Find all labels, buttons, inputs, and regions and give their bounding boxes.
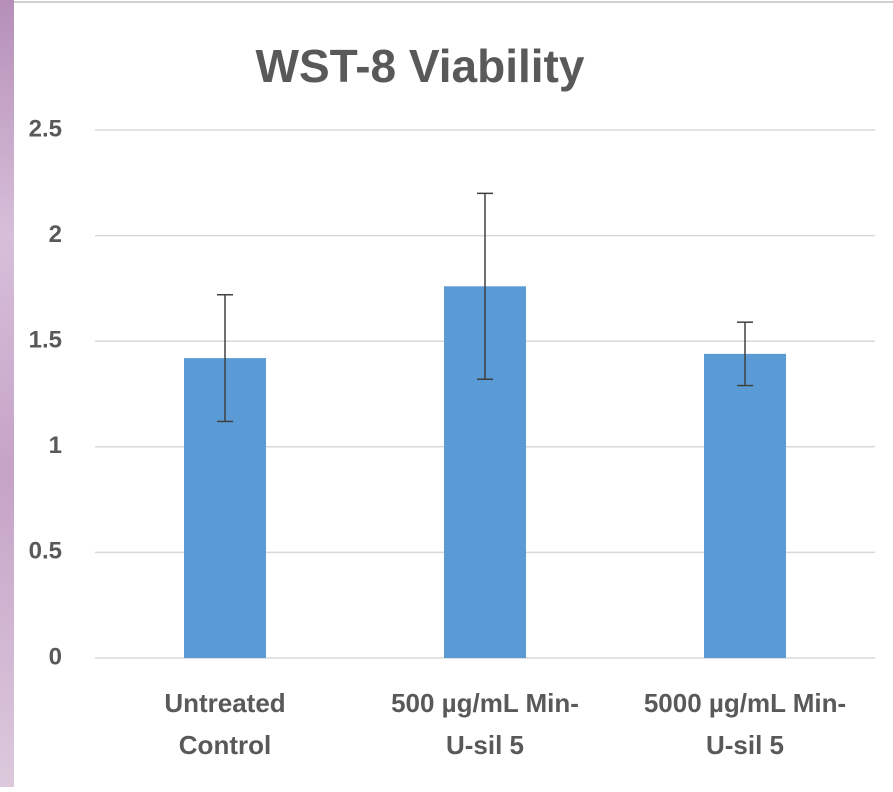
y-tick-label: 2 — [49, 221, 62, 248]
y-tick-label: 2.5 — [29, 115, 62, 142]
y-tick-label: 1 — [49, 432, 62, 459]
error-bar — [737, 321, 753, 387]
x-tick-label: Untreated — [164, 688, 285, 718]
x-tick-label: 5000 µg/mL Min- — [644, 688, 846, 718]
x-tick-label: U-sil 5 — [706, 730, 784, 760]
error-bar — [217, 293, 233, 423]
background-strip — [0, 0, 14, 787]
error-bar — [477, 192, 493, 380]
y-tick-label: 1.5 — [29, 327, 62, 354]
chart-title: WST-8 Viability — [256, 40, 585, 92]
x-tick-label: U-sil 5 — [446, 730, 524, 760]
x-tick-label: Control — [179, 730, 271, 760]
bar — [704, 353, 786, 658]
x-tick-label: 500 µg/mL Min- — [391, 688, 579, 718]
y-tick-label: 0.5 — [29, 538, 62, 565]
y-tick-label: 0 — [49, 643, 62, 670]
